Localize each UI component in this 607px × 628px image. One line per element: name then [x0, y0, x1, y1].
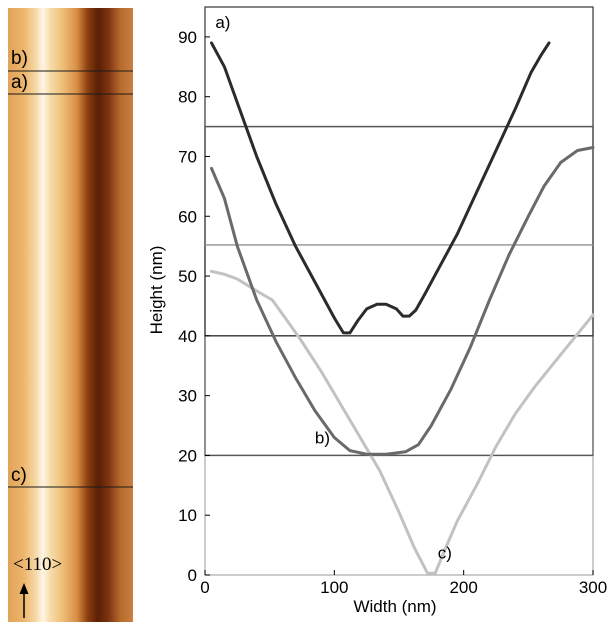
afm-label-b: b): [11, 48, 28, 69]
y-tick-label: 30: [178, 387, 197, 406]
panel-frames: [204, 6, 594, 576]
y-tick-label: 70: [178, 147, 197, 166]
x-tick-label: 300: [579, 578, 607, 597]
series-line-c: [210, 269, 595, 575]
y-tick-label: 40: [178, 327, 197, 346]
series-annotation: b): [315, 428, 330, 447]
series-line-b: [210, 146, 595, 456]
series-annotation: c): [438, 543, 452, 562]
direction-label: <110>: [13, 554, 62, 575]
series-line-a: [210, 41, 551, 335]
y-tick-label: 50: [178, 267, 197, 286]
x-tick-label: 200: [449, 578, 477, 597]
x-axis-ticks: 0 100 200 300: [200, 570, 607, 597]
x-tick-label: 0: [200, 578, 209, 597]
x-tick-label: 100: [320, 578, 348, 597]
reference-lines: [205, 125, 593, 457]
afm-height-map: [8, 8, 133, 622]
x-axis-label: Width (nm): [353, 597, 436, 616]
y-axis-label: Height (nm): [147, 246, 166, 335]
y-tick-label: 10: [178, 506, 197, 525]
y-tick-label: 20: [178, 446, 197, 465]
afm-label-c: c): [11, 465, 27, 486]
y-tick-label: 60: [178, 207, 197, 226]
y-tick-label: 90: [178, 28, 197, 47]
y-tick-label: 80: [178, 88, 197, 107]
y-tick-label: 0: [188, 566, 197, 585]
direction-arrow-icon: [19, 583, 29, 594]
series-annotation: a): [215, 13, 230, 32]
series-annotations: a) b) c): [215, 13, 452, 562]
afm-image-panel: b) a) c) <110>: [8, 8, 133, 622]
afm-label-a: a): [11, 72, 28, 93]
y-axis-ticks: 0 10 20 30 40 50 60 70 80 90: [178, 28, 210, 585]
series-lines: [210, 41, 595, 575]
